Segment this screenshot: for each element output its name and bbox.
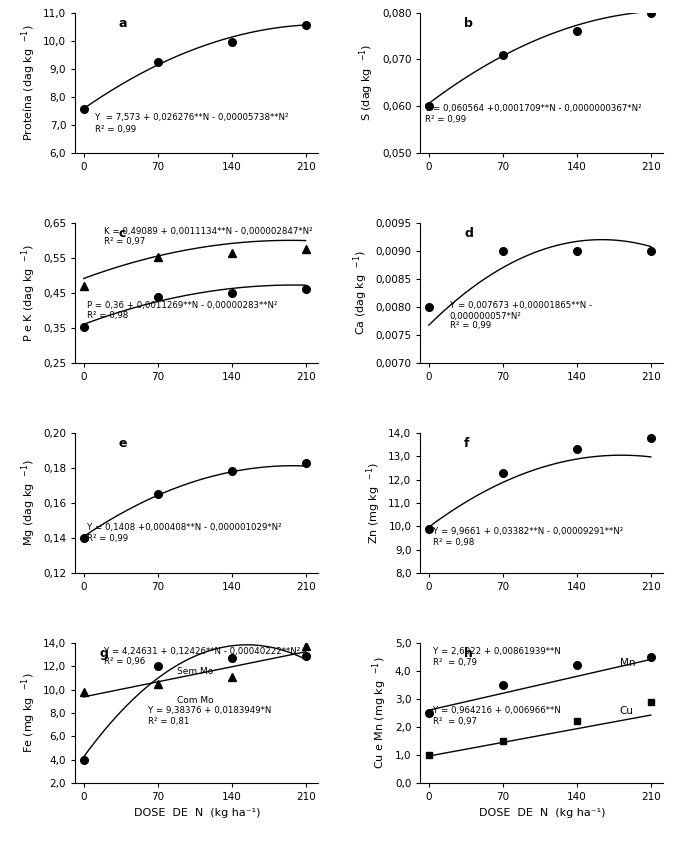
X-axis label: DOSE  DE  N  (kg ha⁻¹): DOSE DE N (kg ha⁻¹) — [479, 807, 605, 818]
Text: b: b — [464, 17, 473, 29]
Text: Y = 0,007673 +0,00001865**N -: Y = 0,007673 +0,00001865**N - — [449, 301, 592, 310]
Text: R² = 0,99: R² = 0,99 — [94, 125, 136, 134]
Text: Com Mo: Com Mo — [177, 696, 214, 706]
Text: R² = 0,99: R² = 0,99 — [425, 115, 466, 124]
Text: R² = 0,99: R² = 0,99 — [449, 321, 490, 330]
Text: Y = 4,24631 + 0,12426**N - 0,00040222**N²: Y = 4,24631 + 0,12426**N - 0,00040222**N… — [105, 647, 301, 656]
Text: c: c — [119, 227, 127, 240]
Text: R²  = 0,97: R² = 0,97 — [432, 717, 477, 726]
Text: R² = 0,99: R² = 0,99 — [88, 534, 129, 543]
Text: g: g — [100, 647, 109, 660]
Text: e: e — [119, 437, 127, 450]
Text: Cu: Cu — [620, 706, 634, 716]
Text: 0,000000057*N²: 0,000000057*N² — [449, 312, 521, 322]
Y-axis label: Fe (mg kg  $^{-1}$): Fe (mg kg $^{-1}$) — [19, 673, 38, 754]
Text: a: a — [119, 17, 127, 29]
Text: Y = 2,6022 + 0,00861939**N: Y = 2,6022 + 0,00861939**N — [432, 647, 560, 656]
Text: Y  = 7,573 + 0,026276**N - 0,00005738**N²: Y = 7,573 + 0,026276**N - 0,00005738**N² — [94, 114, 288, 122]
Text: h: h — [464, 647, 473, 660]
Text: R²  = 0,79: R² = 0,79 — [432, 658, 477, 668]
Text: Y = 0,1408 +0,000408**N - 0,000001029*N²: Y = 0,1408 +0,000408**N - 0,000001029*N² — [88, 523, 282, 531]
Y-axis label: P e K (dag kg  $^{-1}$): P e K (dag kg $^{-1}$) — [19, 243, 38, 342]
Text: Y = 0,964216 + 0,006966**N: Y = 0,964216 + 0,006966**N — [432, 706, 560, 715]
Text: R² = 0,98: R² = 0,98 — [88, 311, 129, 320]
Text: R² = 0,96: R² = 0,96 — [105, 657, 146, 666]
Text: P = 0,36 + 0,0011269**N - 0,00000283**N²: P = 0,36 + 0,0011269**N - 0,00000283**N² — [88, 301, 278, 310]
Text: R² = 0,81: R² = 0,81 — [148, 717, 189, 726]
Y-axis label: Ca (dag kg  $^{-1}$): Ca (dag kg $^{-1}$) — [351, 250, 369, 335]
Text: Sem Mo: Sem Mo — [177, 667, 213, 676]
Text: Y = 9,38376 + 0,0183949*N: Y = 9,38376 + 0,0183949*N — [148, 706, 272, 715]
Text: f: f — [464, 437, 470, 450]
Text: Mn: Mn — [620, 658, 635, 669]
Text: R² = 0,97: R² = 0,97 — [105, 237, 146, 246]
Y-axis label: Proteína (dag kg  $^{-1}$): Proteína (dag kg $^{-1}$) — [19, 24, 38, 141]
Text: K = 0,49089 + 0,0011134**N - 0,000002847*N²: K = 0,49089 + 0,0011134**N - 0,000002847… — [105, 227, 313, 236]
Y-axis label: S (dag kg  $^{-1}$): S (dag kg $^{-1}$) — [358, 44, 376, 121]
Text: Y = 9,9661 + 0,03382**N - 0,00009291**N²: Y = 9,9661 + 0,03382**N - 0,00009291**N² — [432, 527, 623, 536]
Text: d: d — [464, 227, 473, 240]
X-axis label: DOSE  DE  N  (kg ha⁻¹): DOSE DE N (kg ha⁻¹) — [133, 807, 260, 818]
Y-axis label: Cu e Mn (mg kg  $^{-1}$): Cu e Mn (mg kg $^{-1}$) — [371, 657, 389, 770]
Text: R² = 0,98: R² = 0,98 — [432, 538, 474, 547]
Y-axis label: Mg (dag kg  $^{-1}$): Mg (dag kg $^{-1}$) — [19, 460, 38, 546]
Text: Y = 0,060564 +0,0001709**N - 0,0000000367*N²: Y = 0,060564 +0,0001709**N - 0,000000036… — [425, 104, 642, 113]
Y-axis label: Zn (mg kg  $^{-1}$): Zn (mg kg $^{-1}$) — [364, 462, 382, 544]
